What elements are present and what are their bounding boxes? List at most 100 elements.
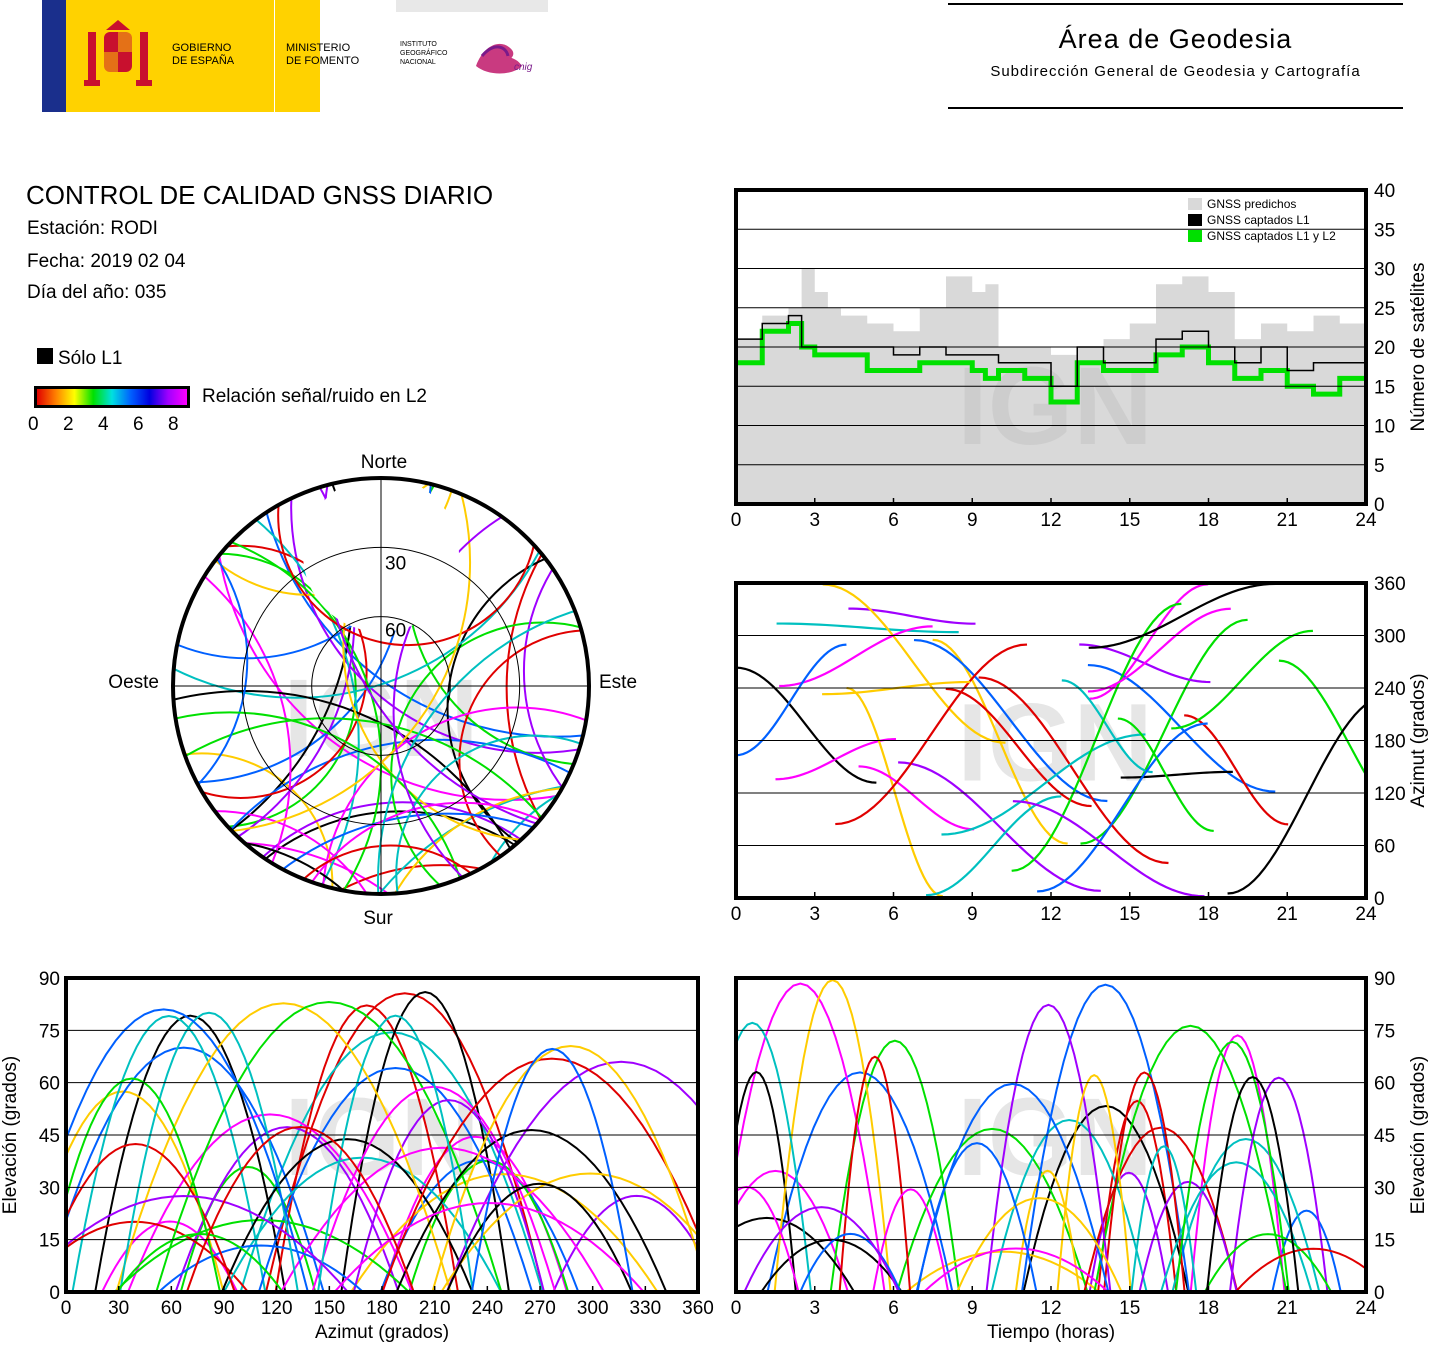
y-tick-label: 25	[1374, 299, 1395, 320]
satellite-track	[224, 864, 589, 894]
y-tick-label: 10	[1374, 417, 1395, 438]
satellite-track	[196, 801, 589, 894]
satellite-track	[470, 1047, 634, 1292]
y-tick-label: 40	[1374, 181, 1395, 202]
satellite-track	[1087, 607, 1231, 693]
y-tick-label: 15	[1374, 377, 1395, 398]
satellite-track	[239, 1031, 544, 1292]
x-tick-label: 60	[161, 1298, 182, 1319]
satellite-track	[1130, 1145, 1198, 1292]
satellite-track	[101, 1220, 239, 1292]
satellite-track	[173, 478, 360, 894]
x-tick-label: 3	[809, 510, 820, 531]
plot-frame	[734, 581, 1368, 900]
snr-ticks: 0 2 4 6 8	[28, 414, 198, 436]
x-tick-label: 15	[1119, 510, 1140, 531]
x-axis-label: Tiempo (horas)	[987, 1322, 1115, 1343]
satellite-track	[1227, 703, 1366, 895]
satellite-track	[522, 478, 589, 868]
x-tick-label: 21	[1277, 904, 1298, 925]
date-label: Fecha: 2019 02 04	[27, 251, 186, 272]
satellite-track	[1037, 722, 1208, 893]
satellite-track	[916, 1142, 1038, 1292]
l1-only-label: Sólo L1	[58, 348, 123, 369]
x-tick-label: 0	[731, 510, 742, 531]
satellite-track	[872, 1188, 950, 1292]
satellite-track	[799, 1232, 902, 1292]
y-tick-label: 60	[1374, 837, 1395, 858]
area-title: Área de Geodesia	[1058, 24, 1293, 54]
satellite-track	[941, 733, 1146, 836]
satellite-track	[376, 596, 589, 894]
cnig-logo-icon	[476, 43, 522, 74]
satellite-track	[779, 625, 933, 688]
legend-label: GNSS captados L1	[1207, 213, 1310, 227]
y-tick-label: 5	[1374, 456, 1385, 477]
satellite-track	[858, 765, 975, 831]
satellite-track	[158, 1244, 364, 1292]
satellite-track	[173, 717, 589, 894]
satellite-track	[395, 734, 589, 894]
satellite-track	[1011, 602, 1182, 872]
satellite-track	[1278, 659, 1366, 777]
y-tick-label: 0	[1374, 1283, 1385, 1304]
x-tick-label: 9	[967, 904, 978, 925]
y-tick-label: 0	[1374, 889, 1385, 910]
x-tick-label: 24	[1355, 904, 1377, 925]
area-subtitle: Subdirección General de Geodesia y Carto…	[990, 63, 1361, 80]
legend-label: GNSS captados L1 y L2	[1207, 229, 1336, 243]
snr-tick-label: 4	[98, 414, 109, 435]
satellite-track	[1097, 1099, 1178, 1292]
x-tick-label: 9	[967, 510, 978, 531]
satellite-tracks	[66, 991, 698, 1292]
satellite-track	[321, 706, 589, 894]
report-title: CONTROL DE CALIDAD GNSS DIARIO	[26, 180, 494, 210]
satellite-track	[1089, 583, 1209, 700]
snr-tick-label: 8	[168, 414, 179, 435]
satellite-tracks	[736, 978, 1366, 1292]
legend-swatch	[1188, 214, 1202, 226]
satellite-track	[505, 478, 589, 894]
plot-frame	[734, 976, 1368, 1294]
header-logos: GOBIERNO DE ESPAÑA MINISTERIO DE FOMENTO…	[42, 0, 548, 112]
y-tick-label: 60	[1374, 1074, 1395, 1095]
satellite-track	[352, 1099, 546, 1292]
satellite-track	[173, 478, 249, 844]
satellite-track	[1120, 770, 1233, 779]
satellite-track	[173, 478, 460, 596]
x-tick-label: 330	[629, 1298, 661, 1319]
satellite-track	[1184, 714, 1289, 826]
coat-of-arms-icon	[78, 14, 158, 96]
satellite-track	[115, 1002, 452, 1292]
chart-legend: GNSS predichos GNSS captados L1 GNSS capta…	[1188, 197, 1336, 243]
y-tick-label: 35	[1374, 220, 1395, 241]
satellite-track	[1138, 1180, 1238, 1292]
satellite-track	[1205, 1075, 1300, 1292]
satellite-track	[736, 1070, 797, 1292]
x-tick-label: 30	[108, 1298, 129, 1319]
satellite-track	[71, 1014, 267, 1292]
y-axis-label: Número de satélites	[1408, 263, 1429, 432]
y-tick-label: 360	[1374, 574, 1406, 595]
satellite-track	[766, 1071, 954, 1292]
x-tick-label: 3	[809, 1298, 820, 1319]
snr-label: Relación señal/ruido en L2	[202, 386, 427, 407]
satellite-track	[446, 544, 589, 873]
satellite-track	[1014, 1169, 1081, 1292]
satellite-track	[1171, 629, 1313, 730]
satellite-track	[174, 1126, 400, 1292]
satellite-track	[736, 643, 847, 757]
satellite-track	[1022, 1105, 1190, 1292]
y-tick-label: 20	[1374, 338, 1395, 359]
satellite-track	[1061, 679, 1153, 774]
y-tick-label: 45	[1374, 1126, 1395, 1147]
x-axis-label: Azimut (grados)	[315, 1322, 449, 1343]
plot-frame	[734, 188, 1368, 506]
satellite-track	[173, 478, 572, 699]
snr-tick-label: 6	[133, 414, 144, 435]
x-tick-label: 12	[1040, 1298, 1061, 1319]
doy-label: Día del año: 035	[27, 282, 167, 303]
